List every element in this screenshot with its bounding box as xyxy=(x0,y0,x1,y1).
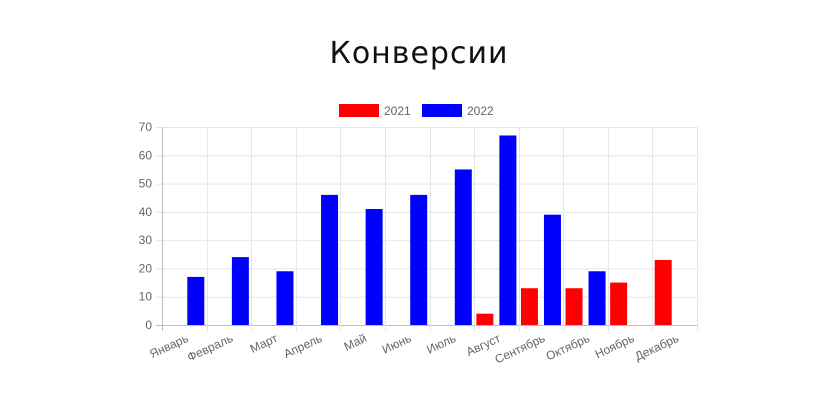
bar-2021-Август[interactable] xyxy=(476,313,494,325)
x-tick-label: Май xyxy=(342,331,369,354)
x-tick-label: Март xyxy=(248,331,280,356)
y-tick-label: 50 xyxy=(139,177,153,191)
x-tick-label: Сентябрь xyxy=(493,331,548,366)
y-tick-label: 30 xyxy=(139,233,153,247)
legend-swatch-2021[interactable] xyxy=(339,104,379,117)
legend-swatch-2022[interactable] xyxy=(422,104,462,117)
y-tick-label: 60 xyxy=(139,148,153,162)
bar-2021-Ноябрь[interactable] xyxy=(610,282,628,325)
y-tick-label: 0 xyxy=(145,318,152,332)
x-tick-label: Октябрь xyxy=(544,331,592,363)
y-axis-ticks: 0 10 20 30 40 50 60 70 xyxy=(139,120,153,332)
x-tick-label: Февраль xyxy=(185,331,235,364)
x-tick-label: Ноябрь xyxy=(593,331,637,361)
x-tick-label: Июнь xyxy=(380,331,414,357)
bar-2021-Декабрь[interactable] xyxy=(654,259,672,325)
y-tick-label: 20 xyxy=(139,261,153,275)
bar-2022-Июль[interactable] xyxy=(454,169,472,325)
bar-2022-Октябрь[interactable] xyxy=(588,271,606,325)
y-tick-label: 70 xyxy=(139,120,153,134)
x-tick-label: Январь xyxy=(147,331,190,361)
bar-2022-Май[interactable] xyxy=(365,209,383,325)
x-tick-label: Декабрь xyxy=(633,331,681,363)
bars xyxy=(187,135,672,325)
bar-2022-Июнь[interactable] xyxy=(410,194,428,325)
x-tick-label: Июль xyxy=(424,331,458,357)
y-tick-label: 10 xyxy=(139,290,153,304)
bar-2022-Январь[interactable] xyxy=(187,276,205,325)
x-tick-label: Апрель xyxy=(281,331,324,361)
bar-2022-Сентябрь[interactable] xyxy=(543,214,561,325)
bar-2021-Октябрь[interactable] xyxy=(565,288,583,325)
y-tick-label: 40 xyxy=(139,205,153,219)
bar-2022-Апрель[interactable] xyxy=(321,194,339,325)
bar-2021-Сентябрь[interactable] xyxy=(520,288,538,325)
legend-label-2022[interactable]: 2022 xyxy=(467,104,494,118)
chart-title: Конверсии xyxy=(329,36,509,71)
bar-2022-Февраль[interactable] xyxy=(231,257,249,325)
legend-label-2021[interactable]: 2021 xyxy=(384,104,411,118)
bar-2022-Август[interactable] xyxy=(499,135,517,325)
legend: 2021 2022 xyxy=(339,104,494,118)
bar-2022-Март[interactable] xyxy=(276,271,294,325)
